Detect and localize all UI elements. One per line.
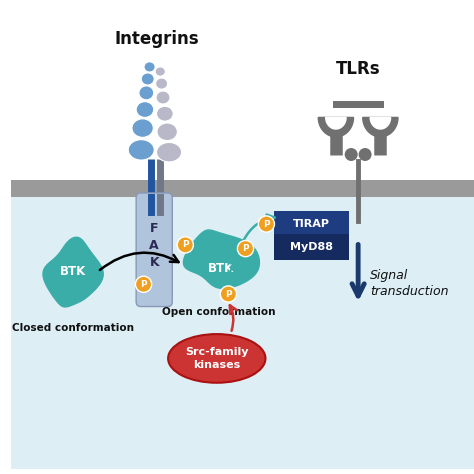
Text: P: P bbox=[263, 219, 270, 228]
Bar bbox=[333, 101, 383, 108]
Polygon shape bbox=[363, 118, 398, 137]
Polygon shape bbox=[43, 237, 103, 307]
Circle shape bbox=[237, 240, 254, 257]
Ellipse shape bbox=[144, 62, 155, 72]
Polygon shape bbox=[318, 118, 354, 137]
Circle shape bbox=[177, 237, 193, 253]
Text: TLRs: TLRs bbox=[336, 60, 381, 78]
Ellipse shape bbox=[136, 101, 154, 118]
Text: BTK: BTK bbox=[208, 262, 235, 274]
Ellipse shape bbox=[156, 143, 182, 162]
Text: P: P bbox=[242, 244, 249, 253]
Text: Src-family
kinases: Src-family kinases bbox=[185, 347, 248, 370]
Ellipse shape bbox=[139, 86, 154, 100]
Text: P: P bbox=[182, 240, 189, 249]
Text: BTK: BTK bbox=[60, 265, 86, 278]
Ellipse shape bbox=[156, 106, 173, 121]
Polygon shape bbox=[326, 118, 346, 129]
Text: TIRAP: TIRAP bbox=[293, 219, 330, 228]
Text: F
A
K: F A K bbox=[149, 222, 159, 269]
Polygon shape bbox=[370, 118, 391, 129]
Bar bbox=[10, 180, 474, 197]
Text: P: P bbox=[140, 280, 147, 289]
Text: Closed conformation: Closed conformation bbox=[12, 323, 134, 333]
FancyBboxPatch shape bbox=[274, 234, 349, 260]
Circle shape bbox=[136, 276, 152, 292]
Ellipse shape bbox=[168, 334, 265, 383]
Text: MyD88: MyD88 bbox=[290, 242, 333, 252]
Bar bbox=[10, 5, 474, 197]
Text: Signal
transduction: Signal transduction bbox=[370, 269, 448, 298]
Ellipse shape bbox=[156, 91, 170, 104]
Circle shape bbox=[258, 216, 274, 232]
FancyBboxPatch shape bbox=[274, 211, 349, 236]
Circle shape bbox=[220, 286, 237, 302]
Text: Integrins: Integrins bbox=[114, 30, 199, 48]
Ellipse shape bbox=[155, 78, 168, 89]
Ellipse shape bbox=[157, 123, 177, 141]
Ellipse shape bbox=[128, 140, 154, 160]
Ellipse shape bbox=[141, 73, 154, 85]
FancyBboxPatch shape bbox=[136, 193, 172, 307]
Circle shape bbox=[345, 148, 358, 161]
Bar bbox=[10, 197, 474, 469]
Circle shape bbox=[359, 148, 372, 161]
Text: P: P bbox=[225, 290, 232, 299]
Ellipse shape bbox=[132, 119, 153, 137]
Ellipse shape bbox=[155, 67, 165, 76]
Polygon shape bbox=[183, 230, 259, 288]
Text: Open conformation: Open conformation bbox=[163, 307, 276, 317]
